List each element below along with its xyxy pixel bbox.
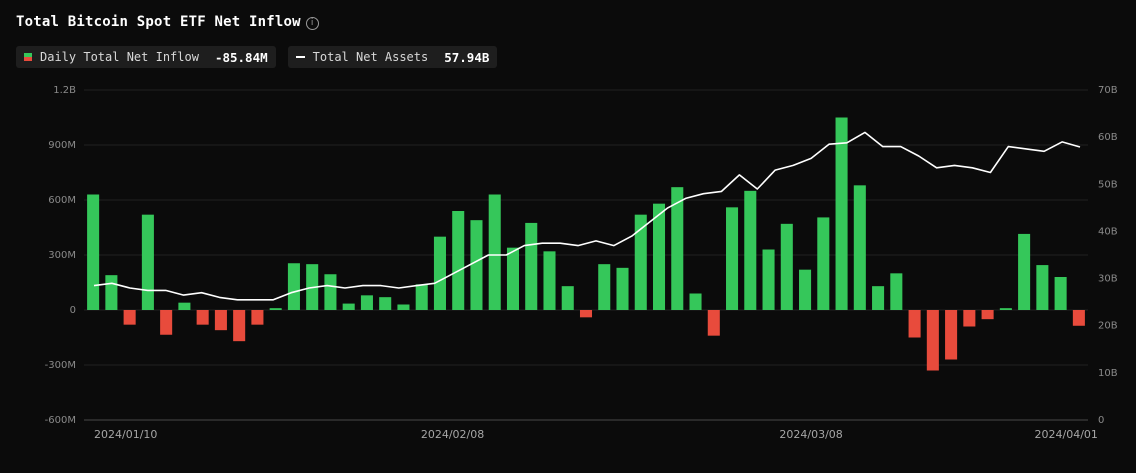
x-tick-label: 2024/04/01 <box>1035 428 1098 441</box>
right-tick-label: 50B <box>1098 179 1118 190</box>
legend-item-assets[interactable]: Total Net Assets 57.94B <box>287 46 498 68</box>
inflow-bar[interactable] <box>762 249 775 311</box>
inflow-bar[interactable] <box>506 247 520 310</box>
inflow-bar[interactable] <box>141 214 154 310</box>
inflow-bar[interactable] <box>689 293 702 311</box>
inflow-bar[interactable] <box>780 223 793 310</box>
left-tick-label: 0 <box>70 305 76 316</box>
left-axis: 1.2B 900M 600M 300M 0 -300M -600M <box>45 85 76 426</box>
chart-title-text: Total Bitcoin Spot ETF Net Inflow <box>16 14 301 30</box>
inflow-bar[interactable] <box>963 310 976 327</box>
inflow-bar[interactable] <box>616 267 629 310</box>
inflow-bar[interactable] <box>890 273 903 310</box>
legend: Daily Total Net Inflow -85.84M Total Net… <box>16 46 498 68</box>
right-tick-label: 60B <box>1098 132 1118 143</box>
inflow-bar[interactable] <box>908 310 921 338</box>
inflow-bar[interactable] <box>87 194 100 311</box>
legend-inflow-label: Daily Total Net Inflow <box>40 50 199 64</box>
assets-swatch-icon <box>295 56 305 58</box>
legend-item-inflow[interactable]: Daily Total Net Inflow -85.84M <box>16 46 276 68</box>
inflow-swatch-icon <box>24 53 32 61</box>
inflow-bar[interactable] <box>360 295 373 310</box>
inflow-bar[interactable] <box>999 308 1012 310</box>
right-axis: 70B 60B 50B 40B 30B 20B 10B 0 <box>1098 85 1118 426</box>
inflow-bar[interactable] <box>233 310 246 342</box>
left-tick-label: 300M <box>48 250 76 261</box>
inflow-bar[interactable] <box>707 310 720 336</box>
inflow-bar[interactable] <box>525 222 538 310</box>
chart-title: Total Bitcoin Spot ETF Net Inflow i <box>16 14 319 30</box>
inflow-bar[interactable] <box>634 214 647 310</box>
legend-assets-value: 57.94B <box>444 49 490 65</box>
inflow-bar[interactable] <box>488 194 501 311</box>
assets-line[interactable] <box>93 131 1081 301</box>
left-tick-label: -600M <box>45 415 76 426</box>
right-tick-label: 20B <box>1098 321 1118 332</box>
inflow-bar[interactable] <box>543 251 556 310</box>
assets-line-layer <box>93 131 1081 301</box>
legend-assets-label: Total Net Assets <box>312 50 429 64</box>
inflow-bar[interactable] <box>1072 310 1085 326</box>
inflow-bar[interactable] <box>342 303 355 310</box>
inflow-bar[interactable] <box>853 185 866 310</box>
right-tick-label: 0 <box>1098 415 1104 426</box>
inflow-bar[interactable] <box>598 264 611 310</box>
left-tick-label: 900M <box>48 140 76 151</box>
inflow-bar[interactable] <box>1036 265 1049 310</box>
inflow-bar[interactable] <box>744 190 757 310</box>
inflow-bar[interactable] <box>324 274 337 310</box>
inflow-bar[interactable] <box>196 310 209 325</box>
inflow-bar[interactable] <box>123 310 136 325</box>
inflow-bar[interactable] <box>178 302 191 310</box>
inflow-bar[interactable] <box>817 217 830 310</box>
info-circle-icon[interactable]: i <box>305 17 319 30</box>
x-tick-label: 2024/01/10 <box>94 428 157 441</box>
inflow-bar[interactable] <box>981 310 994 320</box>
inflow-bar[interactable] <box>726 207 739 310</box>
inflow-bar[interactable] <box>671 187 684 310</box>
inflow-bar[interactable] <box>872 286 885 310</box>
right-tick-label: 40B <box>1098 226 1118 237</box>
inflow-bars <box>87 117 1085 371</box>
left-tick-label: -300M <box>45 360 76 371</box>
inflow-bar[interactable] <box>160 310 173 335</box>
right-tick-label: 70B <box>1098 85 1118 96</box>
inflow-bar[interactable] <box>1018 233 1031 310</box>
inflow-bar[interactable] <box>105 275 118 310</box>
inflow-bar[interactable] <box>579 310 593 318</box>
inflow-bar[interactable] <box>251 310 264 325</box>
inflow-bar[interactable] <box>835 117 848 311</box>
inflow-bar[interactable] <box>945 310 958 360</box>
inflow-bar[interactable] <box>799 269 812 310</box>
right-tick-label: 10B <box>1098 368 1118 379</box>
inflow-bar[interactable] <box>214 310 227 331</box>
inflow-bar[interactable] <box>452 211 465 310</box>
x-tick-label: 2024/02/08 <box>421 428 484 441</box>
inflow-bar[interactable] <box>269 308 282 310</box>
inflow-bar[interactable] <box>397 304 410 311</box>
inflow-bar[interactable] <box>415 284 428 310</box>
inflow-bar[interactable] <box>926 310 939 371</box>
inflow-bar[interactable] <box>379 297 392 310</box>
x-tick-label: 2024/03/08 <box>779 428 842 441</box>
inflow-bar[interactable] <box>433 236 446 310</box>
right-tick-label: 30B <box>1098 274 1118 285</box>
inflow-bar[interactable] <box>470 220 483 310</box>
left-tick-label: 600M <box>48 195 76 206</box>
legend-inflow-value: -85.84M <box>214 49 268 65</box>
inflow-bar[interactable] <box>1054 277 1067 310</box>
left-tick-label: 1.2B <box>53 85 76 96</box>
x-axis: 2024/01/10 2024/02/08 2024/03/08 2024/04/01 <box>84 419 1098 441</box>
inflow-bar[interactable] <box>561 286 574 310</box>
inflow-bar[interactable] <box>652 203 666 310</box>
inflow-bar[interactable] <box>287 263 300 310</box>
